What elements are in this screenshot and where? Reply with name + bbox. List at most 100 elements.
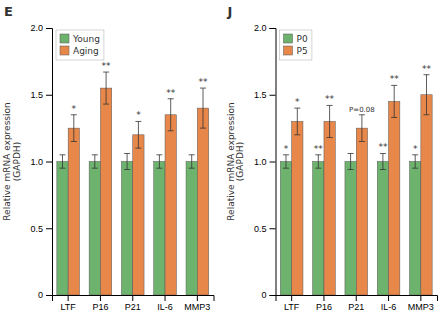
error-bar-line — [189, 155, 195, 168]
y-tick-mark — [270, 162, 276, 163]
y-tick: 2.0 — [254, 23, 276, 33]
bar — [165, 115, 176, 295]
bar — [100, 88, 111, 295]
bar-series — [68, 72, 209, 295]
bar — [121, 162, 132, 296]
x-tick: MMP3 — [184, 295, 210, 312]
legend-label: P0 — [297, 34, 308, 44]
error-bar-line — [327, 105, 333, 137]
title: E — [4, 4, 13, 19]
x-axis: LTFP16P21IL-6MMP3 — [53, 295, 215, 312]
annotation: * — [284, 144, 289, 154]
x-tick: P16 — [316, 295, 332, 312]
error-bar — [200, 88, 206, 128]
y-tick: 0 — [261, 290, 275, 300]
annotation: ** — [378, 142, 388, 152]
error-bar — [156, 155, 162, 168]
y-tick-mark — [46, 95, 52, 96]
error-bar-line — [294, 108, 300, 135]
legend-box — [56, 30, 104, 60]
legend-swatch — [284, 34, 293, 43]
y-tick: 0.5 — [30, 224, 52, 234]
annotation: * — [72, 104, 77, 114]
x-tick-mark — [323, 295, 324, 301]
y-tick-mark — [46, 228, 52, 229]
error-bar-line — [103, 72, 109, 104]
bar — [345, 162, 356, 296]
annotation: ** — [102, 61, 112, 71]
x-tick: MMP3 — [408, 295, 434, 312]
x-tick: P21 — [348, 295, 364, 312]
bar — [280, 162, 291, 296]
error-bar-line — [348, 153, 354, 169]
legend-item: Aging — [60, 46, 99, 56]
error-bar — [380, 153, 386, 169]
y-tick-label: 1.5 — [30, 90, 43, 100]
y-axis-title: Relative mRNA expression(GAPDH) — [2, 102, 22, 220]
y-tick-label: 0.5 — [30, 224, 43, 234]
legend-label: Aging — [73, 46, 99, 56]
y-axis-line — [46, 29, 53, 296]
error-bar — [283, 155, 289, 168]
bar-series — [292, 75, 433, 295]
bar — [410, 162, 421, 296]
y-tick: 1.5 — [30, 90, 52, 100]
y-tick-label: 1.5 — [254, 90, 267, 100]
y-tick-mark — [46, 162, 52, 163]
x-tick-mark — [68, 295, 69, 301]
x-tick: LTF — [60, 295, 76, 312]
x-tick-label: P21 — [348, 302, 364, 312]
error-bar-line — [380, 153, 386, 169]
annotation: ** — [166, 88, 176, 98]
error-bar — [424, 75, 430, 115]
bar — [421, 95, 432, 295]
legend-item: Young — [60, 34, 100, 44]
x-axis-line — [276, 296, 438, 302]
legend-items: Young Aging — [60, 34, 100, 56]
y-tick-label: 2.0 — [30, 23, 43, 33]
bar — [292, 121, 303, 295]
y-tick-label: 0 — [261, 290, 266, 300]
error-bar-line — [315, 155, 321, 168]
x-tick: LTF — [284, 295, 300, 312]
panel: 00.51.01.52.0LTFP16P21IL-6MMP3Relative m… — [226, 4, 438, 312]
legend-items: P0P5 — [284, 34, 308, 56]
x-tick-mark — [356, 295, 357, 301]
x-tick-mark — [291, 295, 292, 301]
y-tick-label: 2.0 — [254, 23, 267, 33]
y-tick-label: 0.5 — [254, 224, 267, 234]
annotation: ** — [325, 94, 335, 104]
legend-label: P5 — [297, 46, 308, 56]
y-axis: 00.51.01.52.0 — [254, 23, 276, 300]
annotation: ** — [199, 77, 209, 87]
y-tick: 0 — [38, 290, 52, 300]
error-bar — [135, 121, 141, 148]
error-bar-line — [283, 155, 289, 168]
bar — [154, 162, 165, 296]
x-tick-mark — [420, 295, 421, 301]
legend-swatch — [60, 34, 69, 43]
bar — [313, 162, 324, 296]
bar — [324, 121, 335, 295]
y-tick-mark — [270, 28, 276, 29]
x-tick-mark — [197, 295, 198, 301]
plot-area — [57, 72, 209, 295]
error-bar — [124, 153, 130, 169]
error-bar — [71, 115, 77, 142]
annotation: ** — [390, 74, 400, 84]
title: J — [227, 4, 233, 19]
y-axis: 00.51.01.52.0 — [30, 23, 52, 300]
annotation: ** — [422, 64, 432, 74]
bar — [389, 101, 400, 295]
x-tick-label: MMP3 — [408, 302, 434, 312]
x-tick-label: LTF — [284, 302, 300, 312]
bar — [377, 162, 388, 296]
x-tick-label: P16 — [316, 302, 332, 312]
error-bar-line — [391, 85, 397, 117]
plot-area — [280, 75, 432, 295]
annotation: * — [295, 97, 300, 107]
error-bar-line — [71, 115, 77, 142]
x-axis: LTFP16P21IL-6MMP3 — [276, 295, 438, 312]
annotation: P=0.08 — [349, 106, 375, 114]
y-tick-label: 0 — [38, 290, 43, 300]
